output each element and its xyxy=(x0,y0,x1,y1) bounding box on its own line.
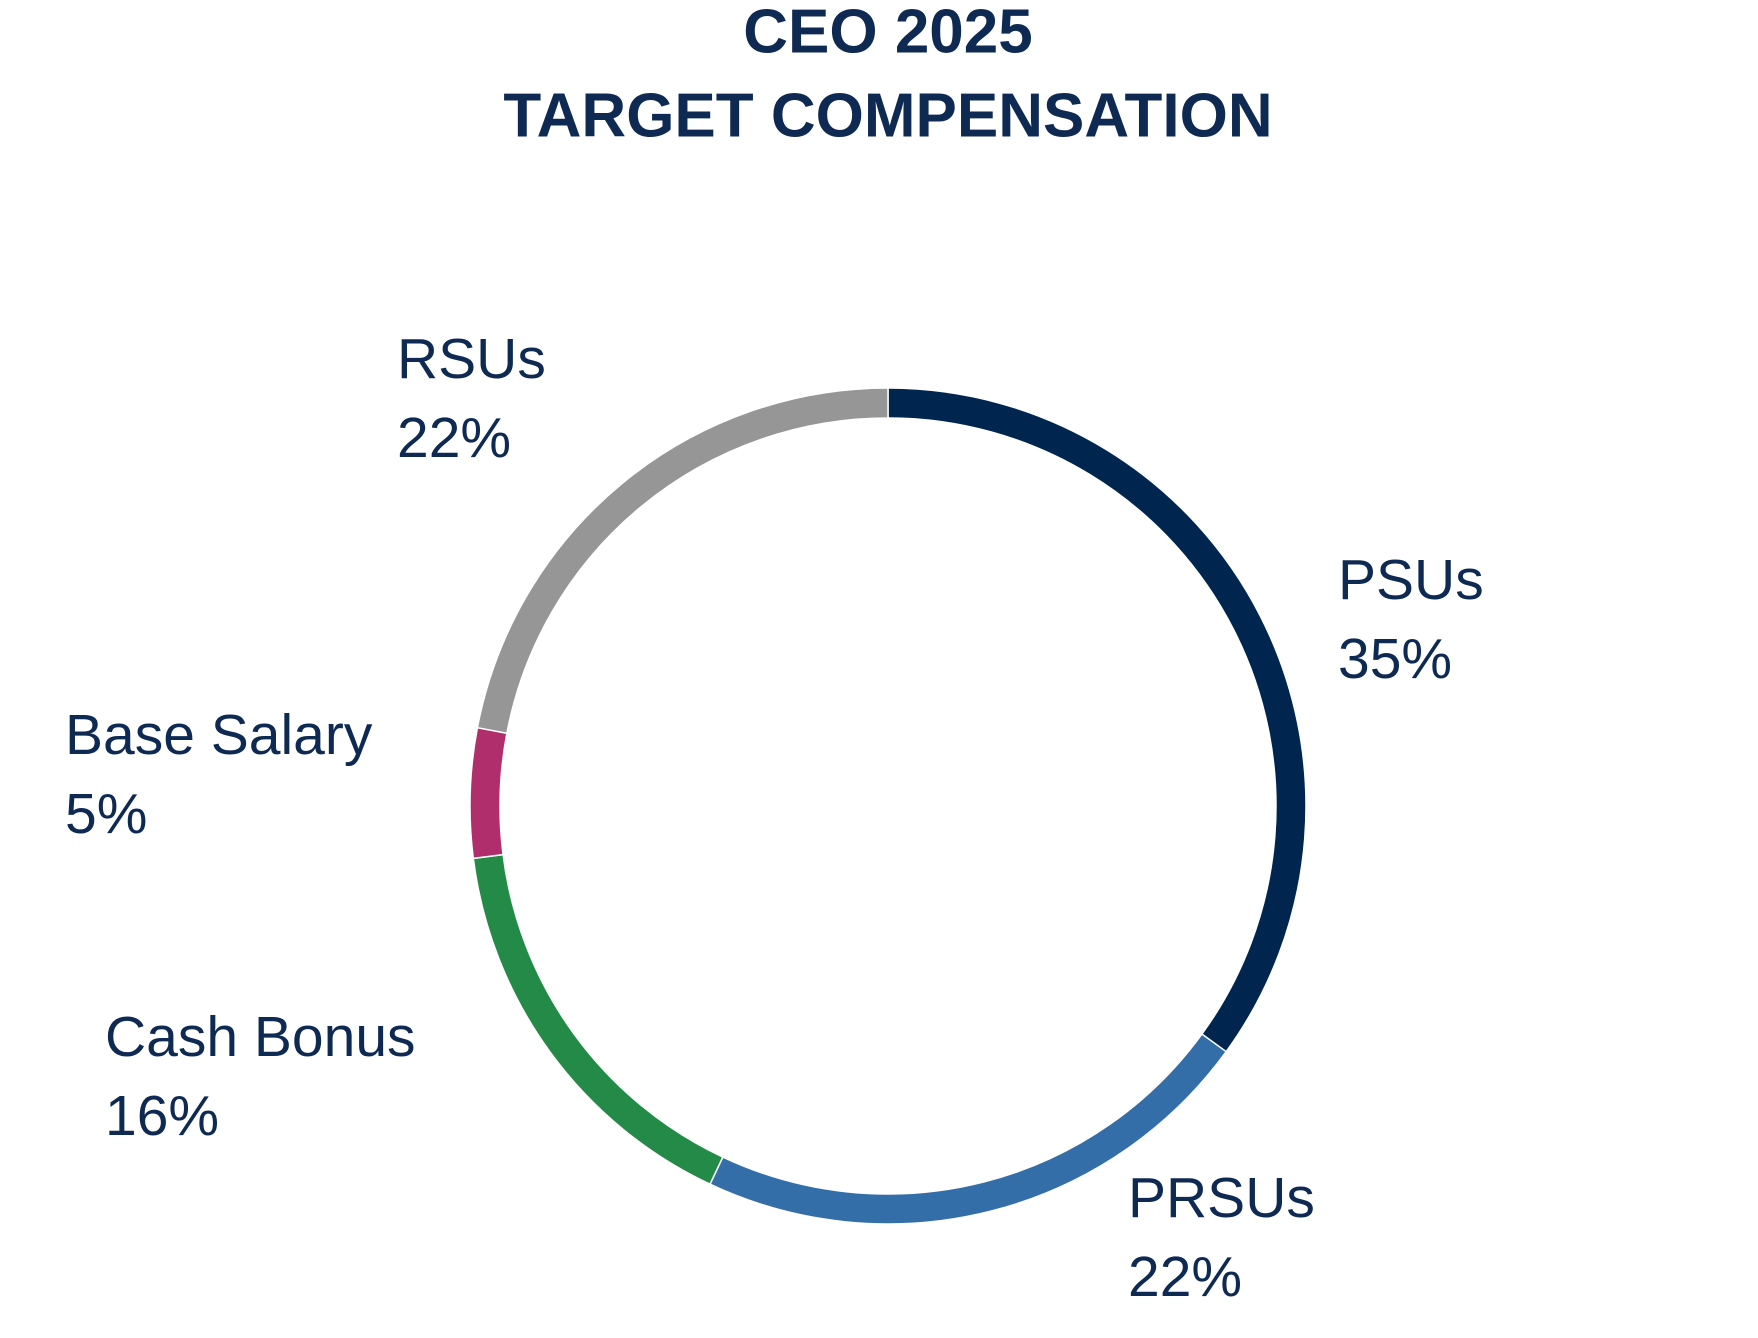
value-label: 22% xyxy=(1128,1245,1242,1309)
donut-segment xyxy=(469,726,508,860)
segment-label: PRSUs xyxy=(1128,1166,1315,1230)
chart-title: TARGET COMPENSATION xyxy=(503,81,1272,150)
donut-segment xyxy=(887,387,1307,1053)
value-label: 35% xyxy=(1338,627,1452,691)
value-label: 22% xyxy=(397,406,511,470)
segment-label: PSUs xyxy=(1338,548,1484,612)
value-label: 5% xyxy=(65,782,147,846)
donut-segment xyxy=(476,387,889,735)
segment-label: Cash Bonus xyxy=(105,1005,416,1069)
value-label: 16% xyxy=(105,1084,219,1148)
segment-label: Base Salary xyxy=(65,703,373,767)
segment-label: RSUs xyxy=(397,327,546,391)
chart-title: CEO 2025 xyxy=(743,0,1033,66)
donut-segment xyxy=(472,853,724,1186)
